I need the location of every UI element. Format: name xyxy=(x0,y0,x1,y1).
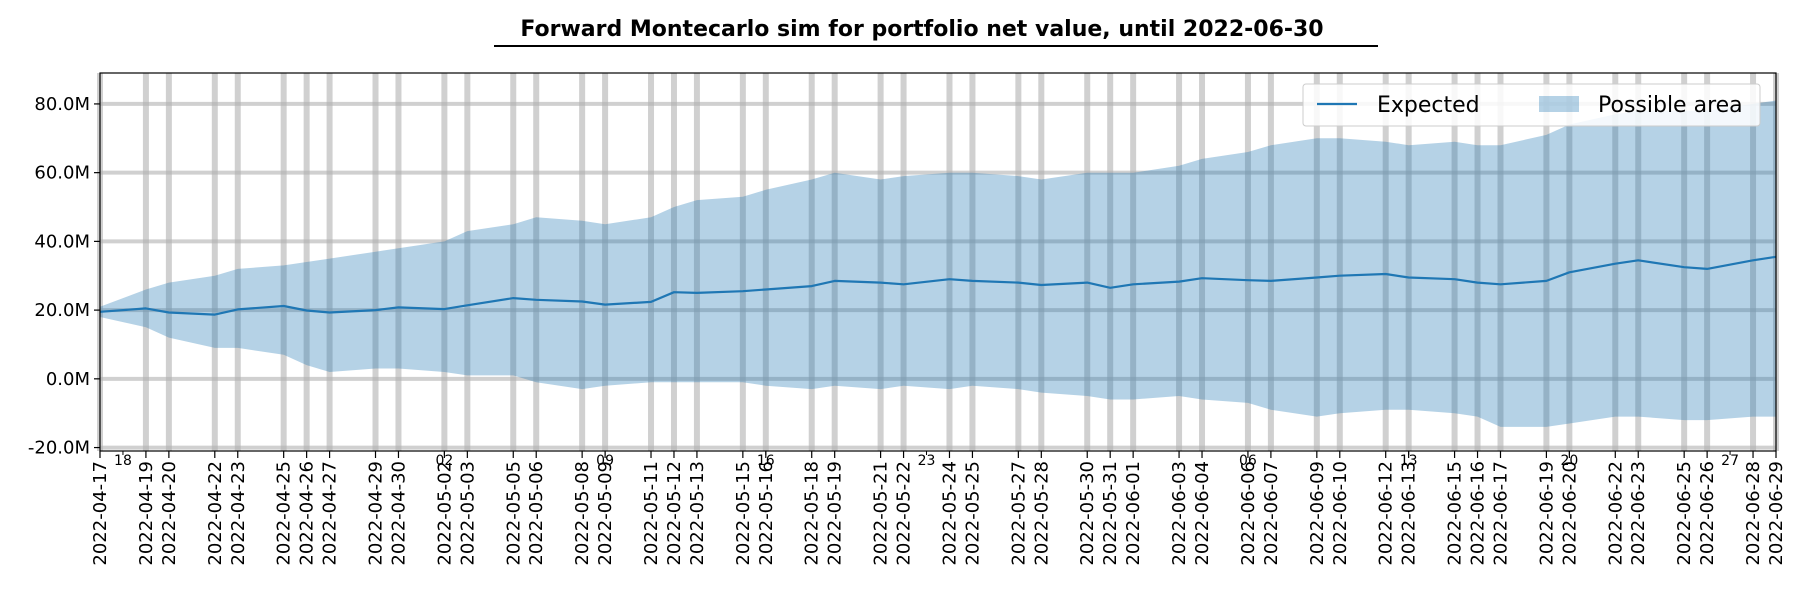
x-tick-label: 2022-05-03 xyxy=(457,461,478,566)
x-tick-label: 2022-06-23 xyxy=(1628,461,1649,566)
x-tick-label: 2022-05-27 xyxy=(1008,461,1029,566)
x-tick-label: 2022-04-19 xyxy=(136,461,157,566)
y-tick-label: 20.0M xyxy=(34,300,90,321)
x-tick-label: 2022-04-29 xyxy=(366,461,387,566)
y-tick-label: 80.0M xyxy=(34,94,90,115)
x-tick-label: 2022-06-03 xyxy=(1169,461,1190,566)
x-minor-tick-label: 02 xyxy=(435,453,453,469)
x-tick-label: 2022-06-19 xyxy=(1536,461,1557,566)
x-tick-label: 2022-06-01 xyxy=(1123,461,1144,566)
x-tick-label: 2022-06-06 xyxy=(1238,461,1259,566)
x-tick-label: 2022-04-30 xyxy=(388,461,409,566)
x-minor-tick-label: 06 xyxy=(1239,453,1257,469)
legend-expected-label: Expected xyxy=(1377,93,1480,118)
expected-line xyxy=(99,255,1777,316)
x-tick-label: 2022-04-23 xyxy=(228,461,249,566)
x-tick-label: 2022-04-17 xyxy=(90,461,111,566)
x-axis: 2022-04-17 2022-04-19 2022-04-20 2022-04-22… xyxy=(90,451,1787,566)
x-tick-label: 2022-06-16 xyxy=(1468,461,1489,566)
x-tick-label: 2022-05-12 xyxy=(664,461,685,566)
x-tick-label: 2022-06-25 xyxy=(1674,461,1695,566)
legend-possible-area-swatch xyxy=(1539,96,1579,112)
chart-title: Forward Montecarlo sim for portfolio net… xyxy=(520,17,1323,42)
legend: Expected Possible area xyxy=(1302,83,1761,127)
x-tick-label: 2022-05-06 xyxy=(526,461,547,566)
x-tick-label: 2022-06-20 xyxy=(1559,461,1580,566)
x-tick-label: 2022-05-13 xyxy=(687,461,708,566)
x-tick-label: 2022-06-28 xyxy=(1743,461,1764,566)
x-tick-label: 2022-05-22 xyxy=(894,461,915,566)
x-tick-label: 2022-06-07 xyxy=(1261,461,1282,566)
x-minor-tick-label: 20 xyxy=(1560,453,1578,469)
x-tick-label: 2022-06-22 xyxy=(1605,461,1626,566)
x-tick-label: 2022-04-22 xyxy=(205,461,226,566)
x-tick-label: 2022-05-28 xyxy=(1031,461,1052,566)
x-tick-label: 2022-05-30 xyxy=(1077,461,1098,566)
x-minor-tick-label: 27 xyxy=(1721,453,1739,469)
x-tick-label: 2022-05-05 xyxy=(503,461,524,566)
grid xyxy=(97,73,1779,451)
x-tick-label: 2022-06-15 xyxy=(1445,461,1466,566)
x-tick-label: 2022-05-18 xyxy=(802,461,823,566)
legend-possible-area-label: Possible area xyxy=(1598,93,1743,118)
x-tick-label: 2022-05-21 xyxy=(871,461,892,566)
legend-box xyxy=(1302,83,1761,127)
x-tick-label: 2022-06-26 xyxy=(1697,461,1718,566)
y-axis: -20.0M 0.0M 20.0M 40.0M 60.0M 80.0M xyxy=(28,94,100,459)
possible-area-band xyxy=(100,100,1776,427)
x-tick-label: 2022-05-16 xyxy=(756,461,777,566)
x-tick-label: 2022-05-24 xyxy=(939,461,960,566)
x-tick-label: 2022-06-13 xyxy=(1399,461,1420,566)
x-tick-label: 2022-06-12 xyxy=(1376,461,1397,566)
x-tick-label: 2022-05-15 xyxy=(733,461,754,566)
y-tick-label: 0.0M xyxy=(46,369,90,390)
x-tick-label: 2022-06-04 xyxy=(1192,461,1213,566)
possible-area-fill xyxy=(100,100,1776,427)
x-tick-label: 2022-04-27 xyxy=(320,461,341,566)
x-tick-label: 2022-04-20 xyxy=(159,461,180,566)
x-tick-label: 2022-05-09 xyxy=(595,461,616,566)
x-tick-label: 2022-06-17 xyxy=(1490,461,1511,566)
expected-line-layer xyxy=(99,255,1777,316)
x-tick-label: 2022-05-02 xyxy=(434,461,455,566)
x-tick-label: 2022-06-10 xyxy=(1330,461,1351,566)
plot-frame xyxy=(99,72,1777,452)
x-minor-tick-label: 13 xyxy=(1400,453,1418,469)
x-minor-tick-label: 23 xyxy=(918,453,936,469)
y-tick-label: 40.0M xyxy=(34,231,90,252)
x-tick-label: 2022-04-26 xyxy=(297,461,318,566)
y-tick-label: 60.0M xyxy=(34,163,90,184)
x-minor-tick-label: 16 xyxy=(757,453,775,469)
x-minor-tick-label: 09 xyxy=(596,453,614,469)
x-tick-label: 2022-06-29 xyxy=(1766,461,1787,566)
y-tick-label: -20.0M xyxy=(28,438,90,459)
x-minor-tick-label: 18 xyxy=(114,453,132,469)
x-tick-label: 2022-06-09 xyxy=(1307,461,1328,566)
x-tick-label: 2022-05-19 xyxy=(825,461,846,566)
x-tick-label: 2022-05-11 xyxy=(641,461,662,566)
x-tick-label: 2022-05-08 xyxy=(572,461,593,566)
x-tick-label: 2022-05-31 xyxy=(1100,461,1121,566)
x-tick-label: 2022-05-25 xyxy=(962,461,983,566)
x-tick-label: 2022-04-25 xyxy=(274,461,295,566)
